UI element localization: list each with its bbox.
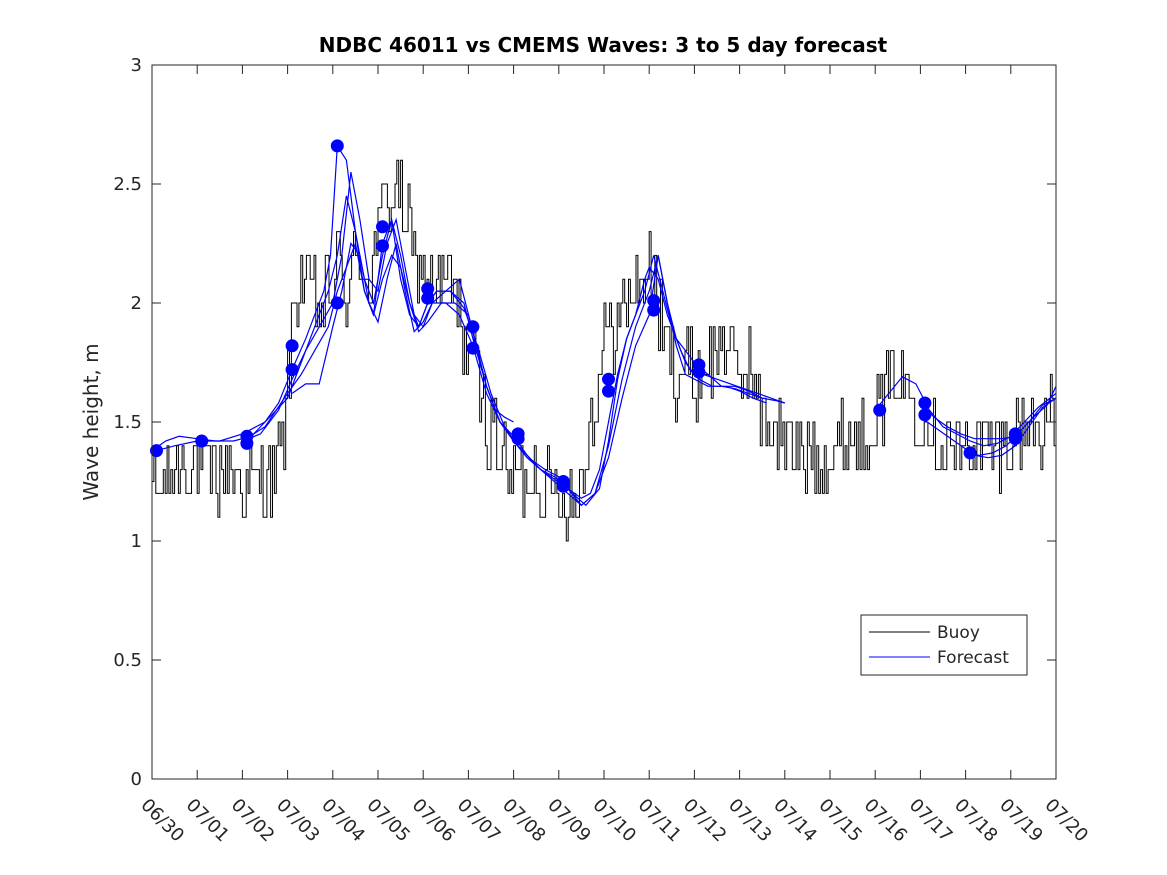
x-tick-label: 07/17	[905, 795, 957, 847]
forecast-marker-point	[466, 320, 480, 334]
x-tick-label: 07/04	[317, 795, 369, 847]
y-tick-label: 1.5	[113, 412, 142, 433]
y-tick-label: 2.5	[113, 174, 142, 195]
forecast-marker-point	[285, 363, 299, 377]
forecast-marker-point	[376, 220, 389, 234]
forecast-marker-point	[240, 436, 254, 450]
x-tick-label: 07/02	[227, 795, 279, 847]
forecast-marker-point	[466, 341, 480, 355]
forecast-series-line	[874, 376, 1056, 447]
forecast-marker-point	[556, 479, 570, 493]
forecast-marker-point	[602, 372, 615, 386]
y-tick-label: 0	[131, 769, 142, 790]
forecast-marker-point	[692, 365, 706, 379]
forecast-marker-point	[873, 403, 887, 417]
y-tick-label: 1	[131, 531, 142, 552]
forecast-series-line	[920, 397, 1056, 459]
forecast-marker-point	[421, 282, 435, 296]
forecast-marker-point	[285, 339, 299, 353]
x-tick-label: 07/06	[408, 795, 460, 847]
forecast-marker-point	[918, 408, 932, 422]
x-tick-label: 07/10	[588, 795, 640, 847]
legend-buoy-label: Buoy	[937, 623, 980, 643]
x-tick-label: 07/20	[1040, 795, 1092, 847]
forecast-marker-point	[150, 444, 163, 458]
forecast-marker-point	[195, 434, 209, 448]
x-tick-label: 07/13	[724, 795, 776, 847]
forecast-marker-layer	[150, 139, 1022, 493]
x-tick-label: 07/05	[362, 795, 414, 847]
forecast-marker-point	[1008, 432, 1022, 446]
y-axis-label: Wave height, m	[79, 343, 103, 500]
forecast-marker-point	[602, 384, 615, 398]
forecast-marker-point	[963, 446, 977, 460]
x-tick-label: 07/11	[634, 795, 686, 847]
x-tick-label: 07/01	[182, 795, 234, 847]
forecast-marker-point	[330, 139, 344, 153]
x-tick-label: 06/30	[136, 795, 188, 847]
x-tick-label: 07/09	[543, 795, 595, 847]
x-tick-label: 07/03	[272, 795, 324, 847]
legend-forecast-label: Forecast	[937, 648, 1009, 668]
forecast-marker-point	[647, 294, 661, 308]
forecast-marker-point	[330, 296, 344, 310]
x-tick-label: 07/18	[950, 795, 1002, 847]
x-tick-label: 07/07	[453, 795, 505, 847]
y-tick-label: 2	[131, 293, 142, 314]
x-tick-label: 07/19	[995, 795, 1047, 847]
y-tick-label: 3	[131, 55, 142, 76]
buoy-series-line	[152, 159, 1056, 542]
x-tick-label: 07/12	[679, 795, 731, 847]
x-tick-label: 07/15	[814, 795, 866, 847]
plot-area	[150, 64, 1057, 780]
forecast-marker-point	[647, 303, 661, 317]
x-tick-label: 07/16	[860, 795, 912, 847]
x-tick-label: 07/14	[769, 795, 821, 847]
forecast-marker-point	[918, 396, 932, 410]
forecast-marker-point	[421, 291, 435, 305]
forecast-marker-point	[511, 432, 525, 446]
forecast-series-line	[156, 195, 767, 507]
forecast-marker-point	[376, 239, 389, 253]
y-tick-label: 0.5	[113, 650, 142, 671]
legend-box	[860, 614, 1028, 676]
legend: Buoy Forecast	[860, 614, 1028, 676]
x-tick-label: 07/08	[498, 795, 550, 847]
chart-title: NDBC 46011 vs CMEMS Waves: 3 to 5 day fo…	[319, 33, 888, 57]
